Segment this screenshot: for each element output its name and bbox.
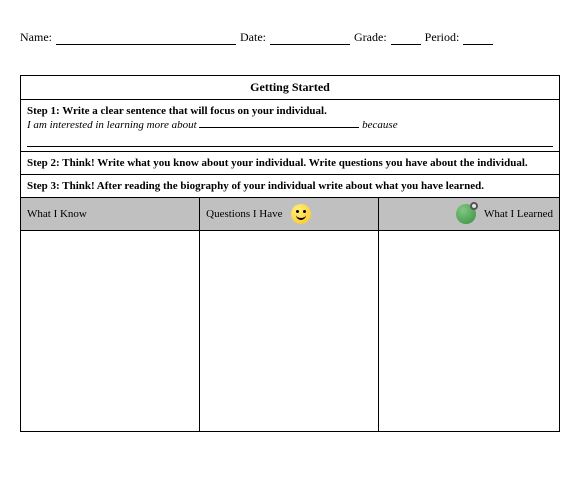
grade-blank[interactable] [391,33,421,45]
name-blank[interactable] [56,33,236,45]
main-table: Getting Started Step 1: Write a clear se… [20,75,560,432]
col1-header-text: What I Know [27,208,87,220]
table-title: Getting Started [21,76,559,100]
step3-text: Step 3: Think! After reading the biograp… [27,180,484,192]
period-label: Period: [425,30,460,45]
step1-prompt-before: I am interested in learning more about [27,119,199,131]
period-blank[interactable] [463,33,493,45]
col3-header: What I Learned [379,198,559,230]
col2-header-text: Questions I Have [206,208,282,220]
col3-body[interactable] [379,231,559,431]
step1-cell: Step 1: Write a clear sentence that will… [21,100,559,152]
col3-header-text: What I Learned [484,208,553,220]
header-row: Name: Date: Grade: Period: [20,30,560,45]
col2-header: Questions I Have [200,198,379,230]
columns-header: What I Know Questions I Have What I Lear… [21,198,559,231]
step2-cell: Step 2: Think! Write what you know about… [21,152,559,175]
columns-body [21,231,559,431]
date-label: Date: [240,30,266,45]
step3-cell: Step 3: Think! After reading the biograp… [21,175,559,198]
step1-long-line[interactable] [27,135,553,147]
name-label: Name: [20,30,52,45]
step2-text: Step 2: Think! Write what you know about… [27,157,528,169]
col1-header: What I Know [21,198,200,230]
globe-icon [456,204,476,224]
date-blank[interactable] [270,33,350,45]
smiley-icon [291,204,311,224]
step1-blank-inline[interactable] [199,118,359,128]
grade-label: Grade: [354,30,387,45]
step1-prompt-after: because [362,119,397,131]
step1-heading: Step 1: Write a clear sentence that will… [27,104,553,118]
col1-body[interactable] [21,231,200,431]
col2-body[interactable] [200,231,379,431]
